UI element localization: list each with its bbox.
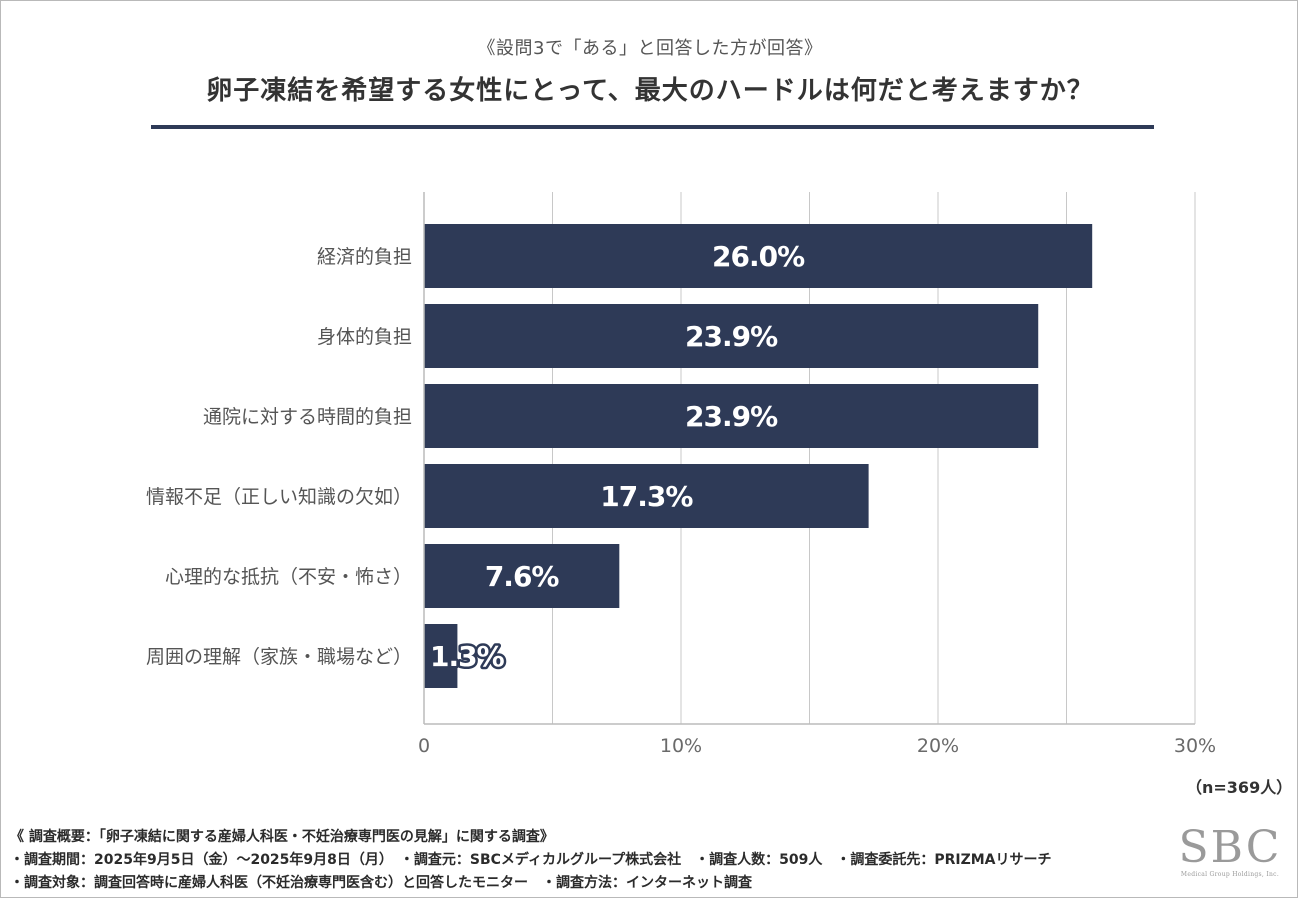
x-tick-label: 10%	[660, 735, 702, 757]
sbc-logo-text: SBC	[1178, 822, 1282, 873]
survey-note-line: ・調査対象：調査回答時に産婦人科医（不妊治療専門医含む）と回答したモニター ・調…	[10, 875, 752, 891]
sample-size-label: （n=369人）	[1186, 778, 1293, 797]
bar	[424, 304, 1039, 368]
chart-title: 卵子凍結を希望する女性にとって、最大のハードルは何だと考えますか？	[206, 76, 1094, 106]
title-divider	[151, 125, 1154, 129]
x-tick-label: 0	[418, 735, 430, 757]
bar-value-label: 23.9%	[685, 320, 778, 353]
survey-note-line: 《 調査概要：「卵子凍結に関する産婦人科医・不妊治療専門医の見解」に関する調査》	[10, 829, 554, 845]
category-label: 身体的負担	[317, 326, 412, 348]
x-tick-label: 20%	[917, 735, 959, 757]
survey-notes: 《 調査概要：「卵子凍結に関する産婦人科医・不妊治療専門医の見解」に関する調査》…	[10, 826, 1052, 895]
bar	[424, 224, 1093, 288]
bar	[424, 544, 620, 608]
x-axis: 0 10% 20% 30%	[418, 192, 1216, 757]
category-label: 経済的負担	[317, 246, 412, 268]
bar-value-label: 1.3%	[430, 640, 505, 673]
bar	[424, 384, 1039, 448]
category-label: 通院に対する時間的負担	[203, 406, 412, 428]
bar-value-label: 17.3%	[600, 480, 693, 513]
bar	[424, 624, 458, 688]
category-label: 心理的な抵抗（不安・怖さ）	[165, 566, 412, 588]
category-label: 情報不足（正しい知識の欠如）	[146, 486, 412, 508]
bar-value-label: 7.6%	[485, 560, 560, 593]
x-tick-label: 30%	[1174, 735, 1216, 757]
survey-note-line: ・調査期間：2025年9月5日（金）〜2025年9月8日（月） ・調査元：SBC…	[10, 852, 1052, 868]
bars: 経済的負担 26.0% 身体的負担 23.9% 通院に対する時間的負担 23.9% 情報不足…	[146, 224, 1093, 688]
chart-subtitle: 《設問3で「ある」と回答した方が回答》	[477, 38, 823, 59]
sbc-logo: SBC Medical Group Holdings, Inc.	[1170, 822, 1290, 879]
bar	[424, 464, 869, 528]
sbc-logo-subtext: Medical Group Holdings, Inc.	[1180, 871, 1280, 878]
bar-value-label: 26.0%	[712, 240, 805, 273]
bar-value-label: 23.9%	[685, 400, 778, 433]
category-label: 周囲の理解（家族・職場など）	[146, 646, 412, 668]
